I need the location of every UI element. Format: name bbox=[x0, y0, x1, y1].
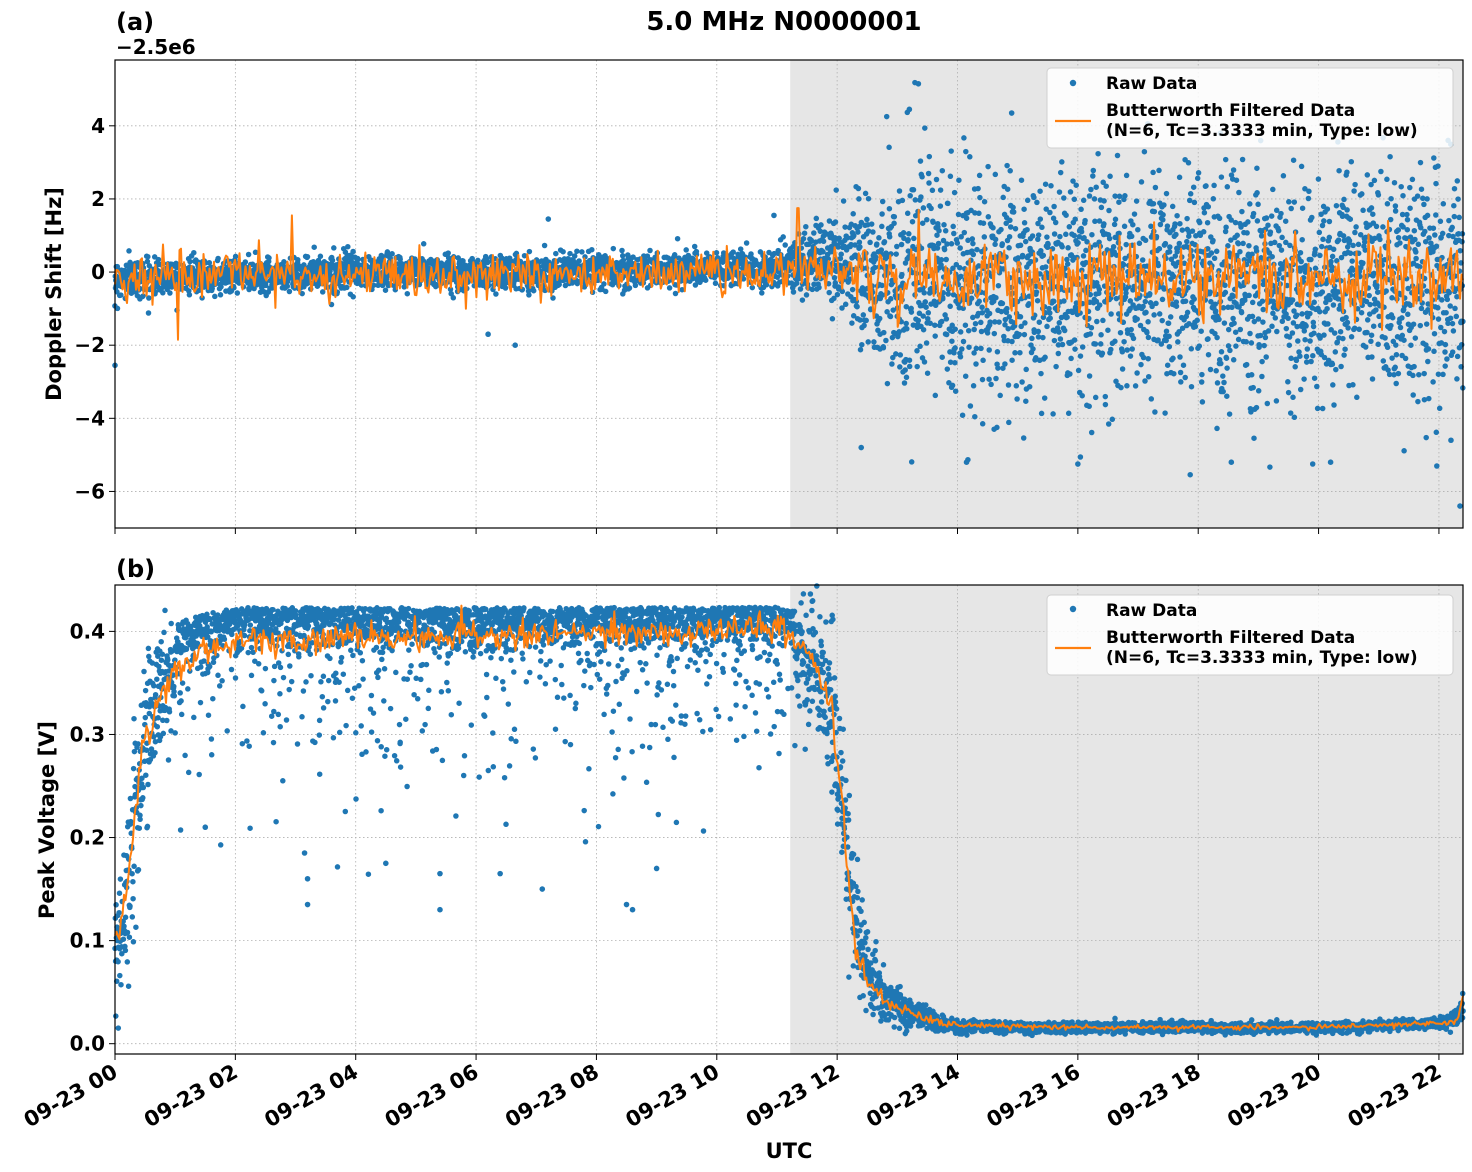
raw-outlier-point bbox=[771, 212, 777, 219]
filtered-data-line bbox=[114, 207, 1464, 341]
y-tick-label: 2 bbox=[91, 187, 105, 211]
x-tick-label: 09-23 04 bbox=[260, 1060, 362, 1133]
raw-outlier-point bbox=[497, 870, 503, 877]
panel-b-label: (b) bbox=[116, 555, 155, 583]
panel-a-legend: Raw Data Butterworth Filtered Data (N=6,… bbox=[1046, 67, 1454, 149]
x-tick-label: 09-23 16 bbox=[983, 1060, 1085, 1133]
raw-outlier-point bbox=[1327, 459, 1334, 465]
raw-outlier-point bbox=[1008, 110, 1015, 116]
panel-a-label: (a) bbox=[116, 8, 154, 36]
y-tick-label: 0.2 bbox=[70, 826, 105, 850]
y-tick-label: −4 bbox=[74, 406, 105, 430]
raw-outlier-point bbox=[653, 865, 660, 872]
panel-a-doppler: (a) −2.5e6 420−2−4−6 Doppler Shift [Hz] … bbox=[42, 8, 1466, 534]
raw-outlier-point bbox=[906, 106, 913, 113]
panel-a-legend-raw-marker bbox=[1069, 79, 1077, 87]
panel-a-filtered-line bbox=[114, 207, 1464, 341]
x-tick-label: 09-23 20 bbox=[1223, 1060, 1325, 1133]
raw-outlier-point bbox=[437, 906, 443, 913]
panel-a-y-ticks: 4 2 0 −2 −4 −6 bbox=[74, 114, 115, 503]
y-tick-label: 0 bbox=[91, 260, 105, 284]
raw-outlier-point bbox=[512, 342, 518, 348]
x-axis-label: UTC bbox=[766, 1139, 813, 1163]
raw-outlier-point bbox=[963, 459, 970, 465]
x-tick-label: 09-23 06 bbox=[381, 1060, 483, 1133]
panel-a-offset-text: −2.5e6 bbox=[116, 35, 196, 59]
panel-b-legend-filtered-label-1: Butterworth Filtered Data bbox=[1106, 628, 1355, 648]
x-tick-label: 09-23 08 bbox=[501, 1060, 603, 1133]
panel-b-filtered-line bbox=[114, 604, 1464, 1033]
panel-b-frame bbox=[114, 584, 1464, 1055]
panel-a-ylabel: Doppler Shift [Hz] bbox=[42, 187, 66, 401]
y-tick-label: −6 bbox=[74, 479, 105, 503]
figure-title: 5.0 MHz N0000001 bbox=[646, 7, 921, 37]
raw-outlier-point bbox=[437, 870, 443, 877]
panel-a-x-ticks bbox=[114, 528, 1440, 534]
y-tick-label: −2 bbox=[74, 333, 105, 357]
panel-b-ylabel: Peak Voltage [V] bbox=[35, 721, 59, 919]
panel-b-voltage: (b) 0.00.10.20.30.4 09-23 00 09-23 02 09-2… bbox=[20, 555, 1466, 1133]
panel-b-y-ticks: 0.0 0.1 0.2 0.3 0.4 bbox=[70, 619, 115, 1056]
filtered-data-line bbox=[114, 604, 1464, 1033]
raw-outlier-point bbox=[539, 886, 546, 892]
panel-b-legend-raw-marker bbox=[1069, 605, 1077, 613]
panel-a-frame bbox=[114, 59, 1464, 529]
panel-b-x-ticks: 09-23 00 09-23 02 09-23 04 09-23 06 09-23 08… bbox=[20, 1054, 1446, 1133]
raw-outlier-point bbox=[1075, 461, 1081, 467]
panel-a-legend-raw-label: Raw Data bbox=[1106, 74, 1197, 94]
x-tick-label: 09-23 14 bbox=[862, 1060, 964, 1133]
y-tick-label: 0.3 bbox=[70, 722, 105, 746]
x-tick-label: 09-23 22 bbox=[1344, 1060, 1446, 1133]
panel-a-legend-filtered-label-1: Butterworth Filtered Data bbox=[1106, 101, 1355, 121]
x-tick-label: 09-23 12 bbox=[742, 1060, 844, 1133]
raw-outlier-point bbox=[545, 216, 552, 222]
raw-outlier-point bbox=[629, 906, 636, 913]
y-tick-label: 0.4 bbox=[70, 619, 105, 643]
panel-b-legend-raw-label: Raw Data bbox=[1106, 601, 1197, 621]
y-tick-label: 4 bbox=[91, 114, 105, 138]
x-tick-label: 09-23 02 bbox=[140, 1060, 242, 1133]
raw-outlier-point bbox=[915, 80, 922, 87]
raw-outlier-point bbox=[1228, 459, 1235, 465]
raw-outlier-point bbox=[485, 331, 491, 338]
raw-outlier-point bbox=[301, 850, 308, 856]
raw-outlier-point bbox=[1457, 503, 1463, 509]
raw-outlier-point bbox=[623, 901, 630, 908]
raw-outlier-point bbox=[304, 875, 311, 882]
x-tick-label: 09-23 10 bbox=[621, 1060, 723, 1133]
panel-b-legend: Raw Data Butterworth Filtered Data (N=6,… bbox=[1046, 594, 1454, 676]
panel-a-legend-filtered-label-2: (N=6, Tc=3.3333 min, Type: low) bbox=[1106, 121, 1418, 141]
raw-outlier-point bbox=[304, 901, 311, 908]
x-tick-label: 09-23 18 bbox=[1103, 1060, 1205, 1133]
y-tick-label: 0.0 bbox=[70, 1032, 105, 1056]
raw-outlier-point bbox=[1448, 437, 1454, 444]
raw-outlier-point bbox=[202, 824, 209, 831]
raw-outlier-point bbox=[858, 444, 865, 451]
panel-b-legend-filtered-label-2: (N=6, Tc=3.3333 min, Type: low) bbox=[1106, 648, 1418, 668]
x-tick-label: 09-23 00 bbox=[20, 1060, 122, 1133]
raw-outlier-point bbox=[383, 860, 389, 867]
y-tick-label: 0.1 bbox=[70, 929, 105, 953]
